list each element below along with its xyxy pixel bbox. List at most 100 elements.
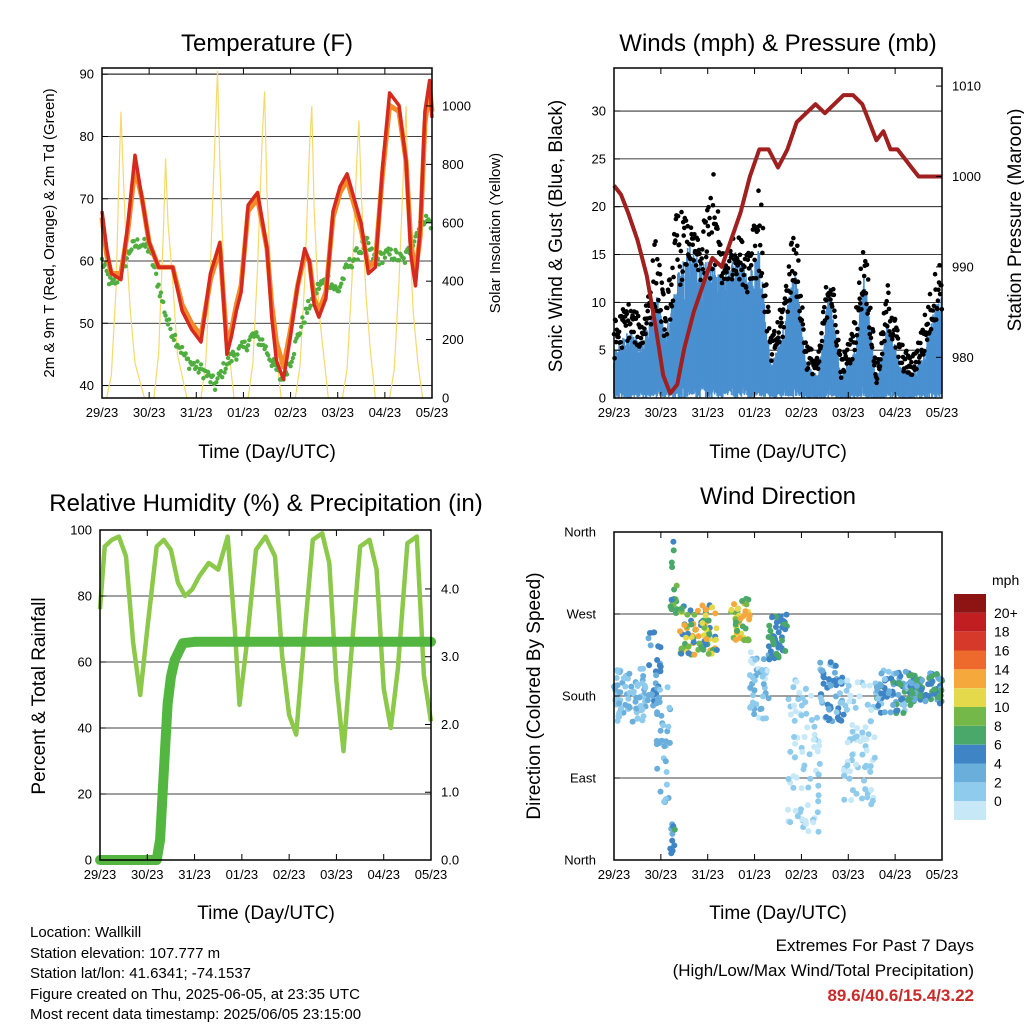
direction-ytick-label: East	[570, 771, 596, 786]
direction-point	[622, 683, 629, 690]
direction-point	[815, 792, 822, 799]
direction-point	[767, 627, 774, 634]
direction-point	[766, 656, 773, 663]
gust-point	[887, 319, 893, 324]
direction-xtick-label: 31/23	[691, 867, 724, 882]
humidity-xtick-label: 30/23	[131, 867, 164, 882]
direction-point	[836, 690, 843, 697]
direction-point	[766, 622, 773, 629]
dewpoint-point	[222, 370, 227, 375]
dewpoint-point	[142, 236, 147, 242]
gust-point	[895, 328, 900, 333]
direction-point	[688, 621, 695, 628]
direction-point	[641, 682, 648, 689]
dewpoint-point	[195, 359, 200, 364]
dewpoint-point	[359, 250, 364, 256]
gust-point	[656, 297, 661, 303]
direction-point	[765, 695, 772, 702]
gust-point	[691, 258, 697, 263]
direction-point	[698, 644, 705, 651]
gust-point	[663, 318, 668, 324]
dewpoint-point	[382, 255, 388, 260]
direction-point	[664, 728, 671, 735]
dewpoint-point	[394, 250, 399, 255]
gust-point	[864, 301, 869, 307]
location-text: Location: Wallkill	[30, 924, 142, 941]
direction-point	[634, 681, 641, 688]
direction-point	[793, 678, 800, 685]
direction-point	[895, 691, 902, 698]
gust-point	[809, 347, 814, 352]
gust-point	[634, 310, 639, 315]
dewpoint-point	[388, 247, 393, 252]
dewpoint-point	[380, 260, 385, 266]
temperature-ytick-label-right: 200	[442, 332, 464, 347]
gust-point	[650, 258, 656, 263]
direction-point	[747, 684, 754, 691]
direction-point	[670, 547, 677, 554]
direction-point	[819, 667, 826, 674]
direction-point	[782, 648, 789, 654]
direction-point	[816, 742, 823, 749]
gust-point	[799, 317, 805, 323]
direction-point	[817, 659, 824, 666]
dewpoint-point	[187, 366, 192, 371]
direction-point	[881, 709, 888, 716]
created-text: Figure created on Thu, 2025-06-05, at 23…	[30, 985, 360, 1003]
gust-point	[719, 280, 725, 286]
direction-point	[654, 657, 661, 663]
gust-point	[760, 225, 766, 231]
humidity-ytick-label: 0	[85, 853, 92, 868]
direction-point	[654, 765, 661, 772]
gust-point	[749, 251, 755, 256]
gust-point	[707, 215, 712, 221]
direction-point	[742, 625, 749, 632]
gust-point	[856, 280, 862, 286]
dewpoint-point	[168, 326, 173, 332]
gust-point	[872, 362, 877, 368]
direction-point	[840, 711, 847, 718]
direction-point	[796, 689, 803, 696]
direction-point	[791, 734, 798, 740]
temperature-xtick-label: 29/23	[86, 405, 119, 420]
gust-point	[874, 380, 879, 386]
gust-point	[787, 271, 792, 277]
gust-point	[884, 298, 889, 304]
gust-point	[616, 329, 622, 335]
gust-point	[769, 352, 775, 357]
humidity-ylabel: Percent & Total Rainfall	[29, 597, 50, 794]
temperature-xtick-label: 05/23	[416, 405, 449, 420]
direction-point	[801, 734, 808, 740]
winds-xtick-label: 29/23	[598, 405, 631, 420]
gust-point	[662, 327, 667, 332]
humidity-ytick-label: 40	[78, 721, 92, 736]
direction-point	[885, 690, 892, 697]
direction-point	[860, 682, 867, 689]
direction-xtick-label: 01/23	[738, 867, 771, 882]
gust-point	[779, 320, 784, 326]
direction-point	[859, 729, 866, 736]
direction-point	[709, 604, 716, 611]
temp-2m-line	[100, 78, 434, 382]
temperature-ytick-label: 90	[80, 67, 94, 82]
gust-point	[930, 308, 936, 313]
direction-point	[862, 724, 869, 731]
dewpoint-point	[369, 246, 375, 251]
direction-point	[653, 672, 660, 679]
gust-point	[820, 309, 826, 315]
direction-point	[663, 781, 670, 788]
direction-ytick-label: North	[564, 853, 596, 868]
gust-point	[845, 347, 850, 353]
gust-point	[698, 277, 703, 283]
gust-point	[647, 315, 653, 321]
direction-point	[785, 696, 792, 703]
gust-point	[831, 292, 837, 298]
direction-point	[750, 692, 757, 699]
direction-point	[890, 702, 897, 708]
direction-point	[753, 701, 760, 708]
gust-point	[833, 322, 838, 328]
direction-point	[867, 763, 874, 770]
gust-point	[701, 229, 706, 234]
gust-point	[893, 345, 898, 350]
gust-point	[925, 321, 931, 327]
